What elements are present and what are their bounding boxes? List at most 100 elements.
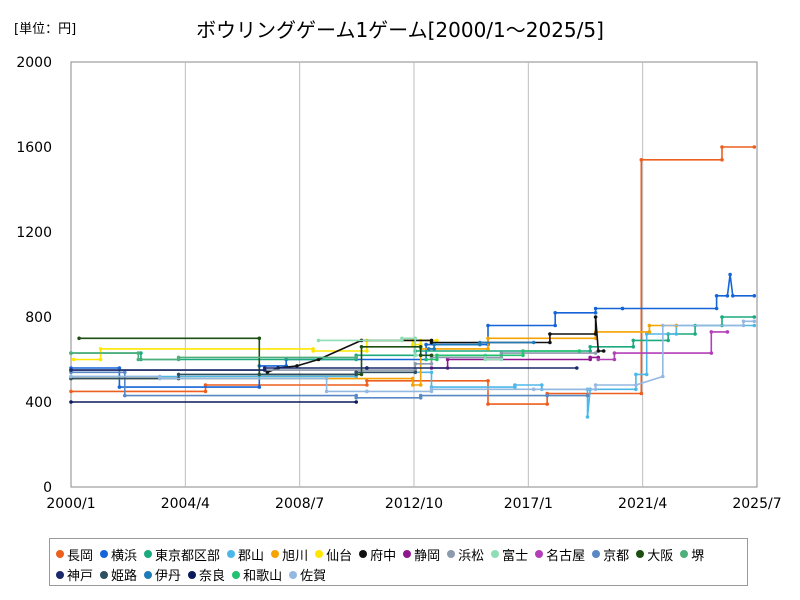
- data-point: [666, 338, 670, 343]
- legend-marker-icon: [56, 550, 64, 558]
- data-point: [596, 349, 601, 353]
- legend-item: 伊丹: [144, 565, 181, 584]
- legend-label: 静岡: [414, 548, 441, 564]
- legend-item: 京都: [592, 545, 629, 564]
- data-point: [709, 330, 714, 334]
- data-point: [257, 336, 262, 341]
- data-point: [752, 315, 757, 319]
- data-point: [69, 374, 73, 379]
- legend-label: 名古屋: [546, 548, 586, 564]
- legend-label: 長岡: [67, 548, 94, 564]
- legend-item: 大阪: [636, 545, 673, 564]
- data-point: [596, 357, 601, 362]
- data-point: [354, 370, 359, 375]
- data-point: [365, 383, 369, 387]
- series-markers: [69, 400, 359, 404]
- series-markers: [596, 330, 730, 362]
- legend-label: 府中: [370, 548, 397, 564]
- data-point: [545, 393, 549, 398]
- series-markers: [69, 366, 579, 372]
- data-point: [316, 357, 321, 362]
- data-point: [136, 357, 141, 362]
- data-point: [483, 357, 488, 362]
- data-point: [631, 345, 636, 349]
- data-point: [69, 400, 73, 404]
- data-point: [585, 415, 590, 419]
- chart-legend: 長岡 横浜 東京都区部 郡山 旭川 仙台 府中 静岡 浜松 富士 名古屋 京都 大阪 堺神戸 姫路 伊丹 奈良 和…: [49, 538, 748, 586]
- data-point: [432, 342, 437, 347]
- legend-item: 旭川: [271, 545, 308, 564]
- legend-item: 東京都区部: [144, 545, 220, 564]
- data-point: [593, 306, 598, 311]
- data-point: [424, 342, 428, 347]
- data-point: [257, 385, 262, 389]
- data-point: [588, 345, 592, 349]
- data-point: [575, 366, 579, 370]
- data-point: [540, 383, 544, 387]
- data-point: [136, 351, 141, 355]
- legend-marker-icon: [535, 550, 544, 558]
- data-point: [548, 332, 552, 336]
- data-point: [429, 370, 434, 375]
- data-point: [427, 347, 431, 351]
- data-point: [720, 145, 724, 149]
- legend-marker-icon: [144, 570, 153, 579]
- data-point: [513, 383, 517, 387]
- data-point: [725, 330, 730, 334]
- data-point: [424, 357, 428, 362]
- data-point: [203, 383, 208, 387]
- data-point: [324, 376, 329, 381]
- legend-label: 浜松: [458, 548, 485, 564]
- data-point: [365, 379, 369, 383]
- data-point: [429, 362, 434, 366]
- legend-marker-icon: [592, 550, 601, 558]
- data-point: [413, 336, 418, 341]
- data-point: [588, 349, 592, 353]
- data-point: [521, 353, 525, 358]
- data-point: [123, 370, 127, 375]
- data-point: [752, 145, 757, 149]
- data-point: [720, 158, 724, 162]
- data-point: [593, 332, 598, 336]
- legend-label: 奈良: [199, 569, 226, 584]
- legend-item: 神戸: [56, 565, 93, 584]
- data-point: [644, 372, 649, 377]
- data-point: [577, 349, 582, 353]
- data-point: [752, 319, 757, 324]
- data-point: [634, 387, 638, 392]
- data-point: [158, 376, 162, 381]
- data-point: [435, 338, 439, 343]
- legend-marker-icon: [636, 550, 645, 558]
- data-point: [499, 357, 504, 362]
- x-tick-label: 2025/7: [732, 496, 781, 512]
- data-point: [593, 315, 598, 319]
- data-point: [429, 353, 434, 358]
- data-point: [354, 355, 359, 360]
- data-point: [359, 372, 364, 377]
- legend-label: 富士: [502, 548, 529, 564]
- data-point: [631, 338, 636, 343]
- data-point: [265, 370, 270, 375]
- legend-marker-icon: [271, 550, 280, 558]
- data-point: [741, 319, 746, 324]
- data-point: [634, 372, 638, 377]
- data-point: [410, 342, 415, 347]
- data-point: [588, 355, 592, 360]
- legend-item: 富士: [491, 545, 528, 564]
- y-tick-label: 1200: [16, 225, 52, 241]
- y-tick-label: 1600: [16, 140, 52, 156]
- data-point: [752, 294, 757, 298]
- legend-label: 伊丹: [155, 569, 182, 584]
- data-point: [311, 349, 315, 353]
- legend-label: 姫路: [111, 569, 138, 584]
- legend-label: 旭川: [282, 548, 309, 564]
- legend-item: 郡山: [227, 545, 264, 564]
- data-point: [418, 383, 423, 387]
- data-point: [429, 340, 434, 345]
- series-markers: [427, 340, 536, 351]
- legend-label: 東京都区部: [155, 548, 221, 564]
- data-point: [418, 393, 423, 398]
- series-line: [71, 352, 357, 361]
- data-point: [354, 396, 359, 400]
- chart-title: ボウリングゲーム1ゲーム[2000/1〜2025/5]: [196, 18, 604, 42]
